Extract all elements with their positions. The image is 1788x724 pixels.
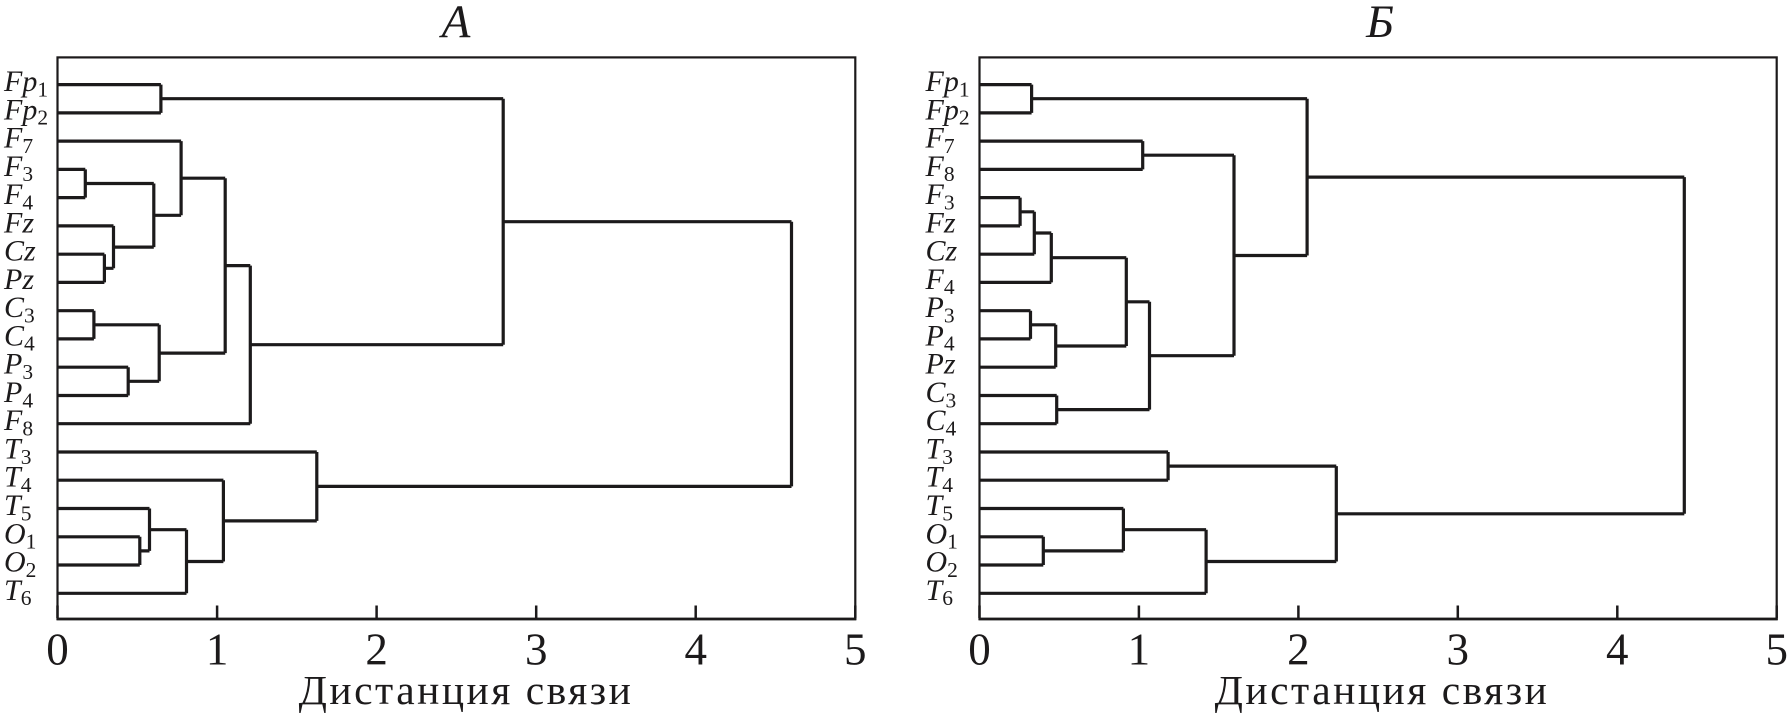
svg-text:А: А [439, 0, 471, 48]
svg-text:Pz: Pz [3, 263, 34, 296]
svg-text:3: 3 [1447, 625, 1470, 675]
svg-text:4: 4 [1606, 625, 1629, 675]
svg-text:Дистанция связи: Дистанция связи [299, 667, 634, 713]
svg-text:Дистанция связи: Дистанция связи [1215, 667, 1550, 713]
svg-text:Pz: Pz [925, 348, 956, 381]
svg-text:1: 1 [206, 625, 229, 675]
svg-text:Fz: Fz [3, 206, 34, 239]
svg-text:T4: T4 [926, 461, 954, 497]
svg-text:2: 2 [365, 625, 388, 675]
svg-text:3: 3 [525, 625, 548, 675]
svg-text:5: 5 [1765, 625, 1788, 675]
svg-text:Cz: Cz [4, 235, 36, 268]
svg-text:2: 2 [1287, 625, 1310, 675]
svg-text:1: 1 [1128, 625, 1151, 675]
svg-text:5: 5 [844, 625, 867, 675]
svg-text:4: 4 [684, 625, 707, 675]
svg-text:Cz: Cz [926, 235, 958, 268]
svg-text:Fz: Fz [925, 206, 956, 239]
svg-text:0: 0 [968, 625, 991, 675]
svg-text:Б: Б [1365, 0, 1394, 48]
svg-text:0: 0 [46, 625, 69, 675]
